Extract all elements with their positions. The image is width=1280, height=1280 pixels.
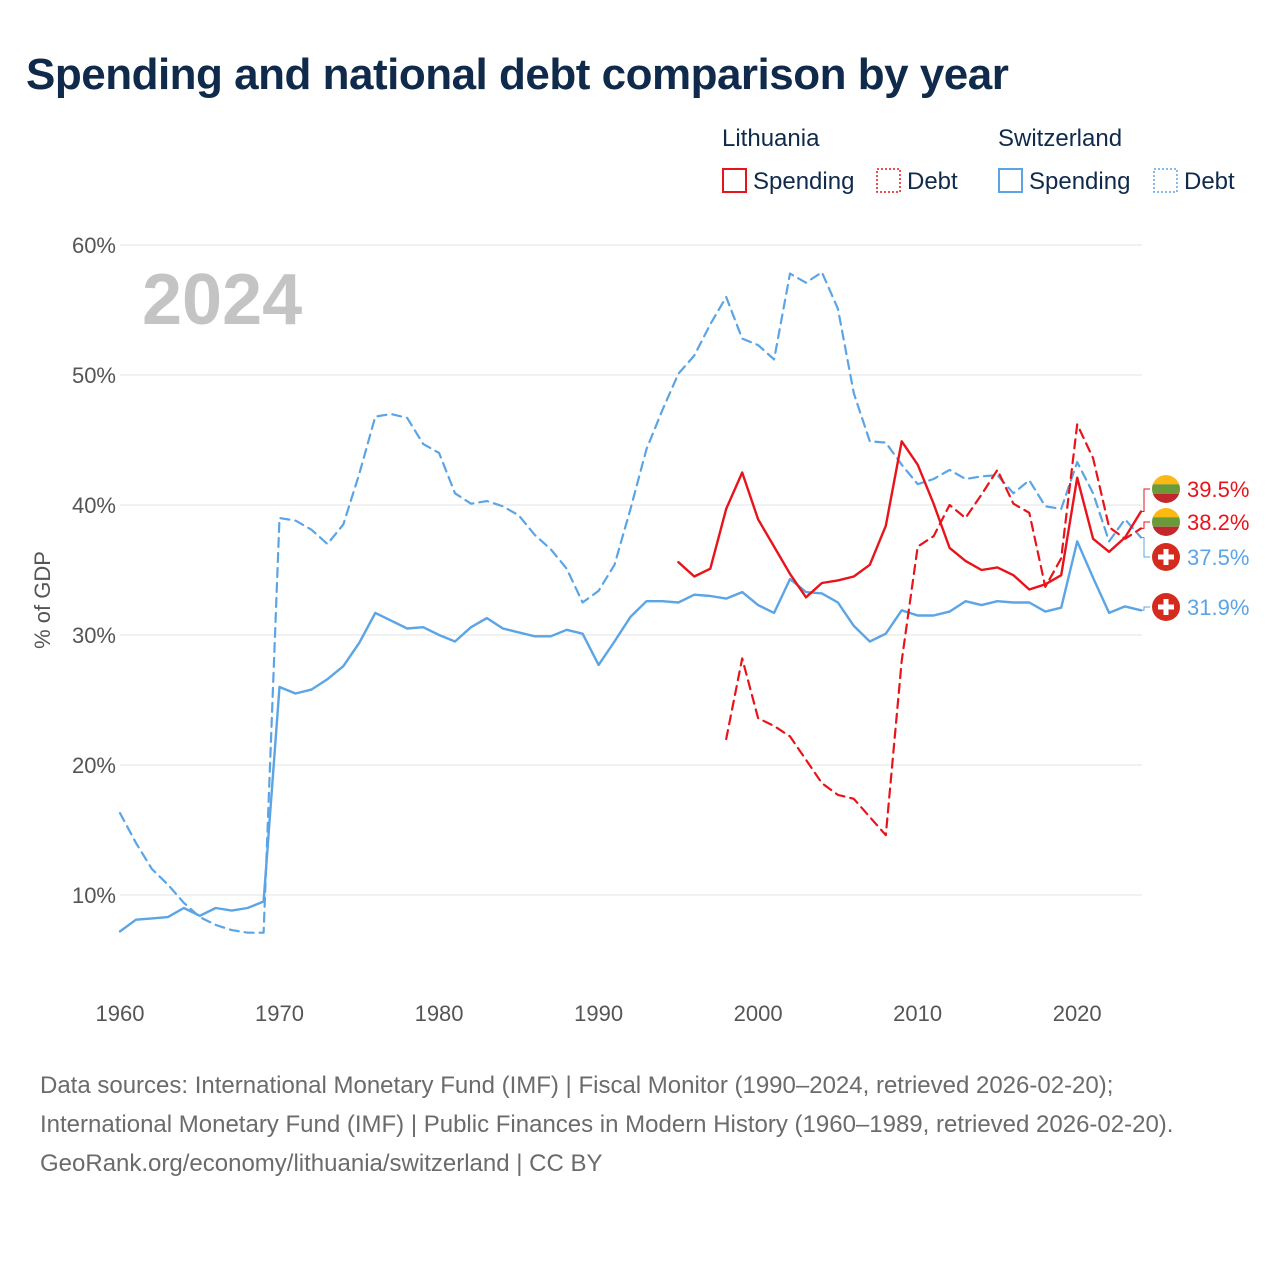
switzerland-flag-icon (1152, 543, 1180, 571)
series-line-switzerland-spending (118, 540, 1143, 933)
lithuania-flag-icon (1152, 475, 1180, 503)
x-tick-label: 1980 (415, 1001, 464, 1026)
grid: 10% 20% 30% 40% 50% 60% 1960 1970 1980 1990 2000 20… (72, 233, 1142, 1026)
series-layer (118, 271, 1143, 934)
lithuania-flag-icon (1152, 508, 1180, 536)
y-axis-label: % of GDP (30, 551, 55, 649)
x-tick-label: 2010 (893, 1001, 942, 1026)
series-line-lithuania-spending (677, 440, 1143, 599)
y-tick-label: 20% (72, 753, 116, 778)
leader-line (1141, 488, 1150, 512)
switzerland-flag-icon (1152, 593, 1180, 621)
chart: Lithuania Spending Debt Switzerland Spending… (30, 125, 1249, 1026)
x-tick-label: 1970 (255, 1001, 304, 1026)
x-tick-label: 1960 (96, 1001, 145, 1026)
footer: Data sources: International Monetary Fun… (40, 1066, 1240, 1183)
y-tick-label: 50% (72, 363, 116, 388)
legend-swatch-switzerland-spending (998, 168, 1023, 193)
page-title: Spending and national debt comparison by… (26, 50, 1009, 99)
y-tick-label: 30% (72, 623, 116, 648)
y-tick-label: 60% (72, 233, 116, 258)
legend-country-switzerland: Switzerland (998, 125, 1122, 152)
legend: Lithuania Spending Debt Switzerland Spending… (722, 125, 1235, 195)
series-line-lithuania-debt (725, 423, 1143, 837)
y-tick-label: 40% (72, 493, 116, 518)
leader-line (1141, 521, 1150, 529)
x-tick-label: 2020 (1053, 1001, 1102, 1026)
data-sources: Data sources: International Monetary Fun… (40, 1072, 1174, 1138)
legend-label-debt: Debt (1184, 168, 1235, 195)
leader-line (1141, 537, 1150, 558)
legend-label-debt: Debt (907, 168, 958, 195)
end-value-label: 39.5% (1187, 477, 1249, 502)
legend-label-spending: Spending (1029, 168, 1130, 195)
legend-label-spending: Spending (753, 168, 854, 195)
series-line-switzerland-debt (118, 271, 1143, 934)
end-value-label: 37.5% (1187, 545, 1249, 570)
x-tick-label: 2000 (734, 1001, 783, 1026)
y-tick-label: 10% (72, 883, 116, 908)
year-label: 2024 (142, 260, 302, 340)
end-labels: 39.5% 38.2% 37.5% 31.9% (1141, 475, 1249, 621)
end-value-label: 38.2% (1187, 510, 1249, 535)
legend-swatch-lithuania-debt (876, 168, 901, 193)
end-value-label: 31.9% (1187, 595, 1249, 620)
legend-country-lithuania: Lithuania (722, 125, 820, 152)
source-link[interactable]: GeoRank.org/economy/lithuania/switzerlan… (40, 1150, 603, 1177)
legend-swatch-switzerland-debt (1153, 168, 1178, 193)
leader-line (1141, 606, 1150, 611)
legend-swatch-lithuania-spending (722, 168, 747, 193)
x-tick-label: 1990 (574, 1001, 623, 1026)
